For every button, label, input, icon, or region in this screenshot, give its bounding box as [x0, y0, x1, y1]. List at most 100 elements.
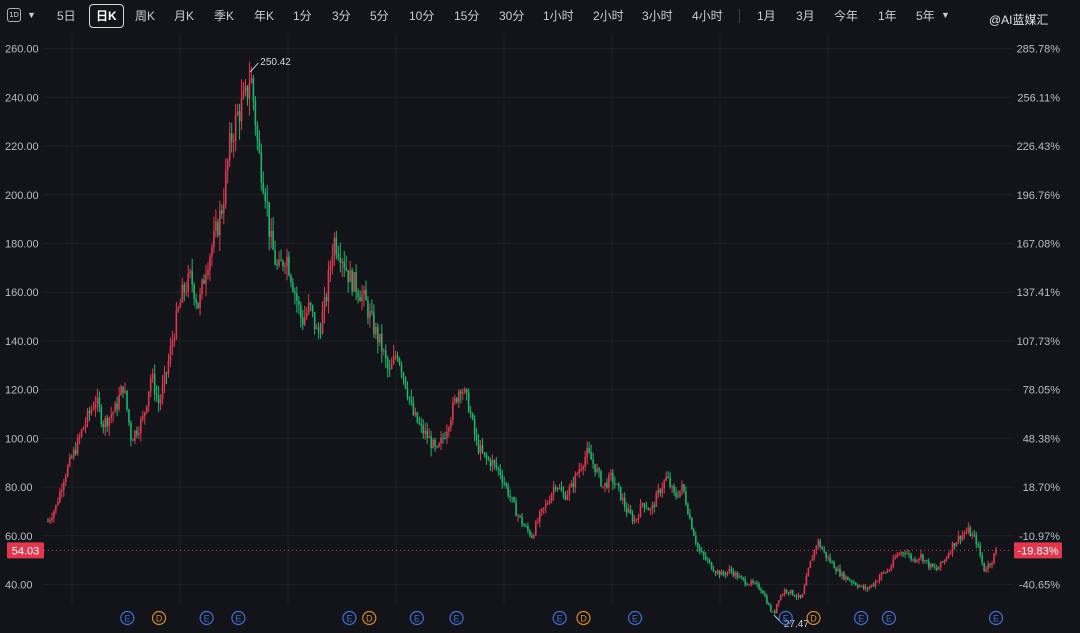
candle-body: [633, 520, 636, 522]
candle-body: [752, 580, 754, 583]
y-left-tick-label: 120.00: [5, 385, 39, 397]
earnings-marker[interactable]: E: [449, 610, 464, 626]
earnings-marker[interactable]: E: [120, 610, 135, 626]
earnings-marker[interactable]: E: [881, 610, 897, 626]
candle-body: [329, 265, 332, 271]
earnings-marker[interactable]: E: [342, 610, 357, 626]
y-left-tick-label: 180.00: [5, 238, 39, 250]
candle-body: [937, 567, 940, 570]
period-15min[interactable]: 15分: [454, 9, 480, 23]
earnings-marker[interactable]: E: [231, 610, 246, 626]
annotations: 250.42 27.47 54.03 -19.83%: [7, 57, 1062, 630]
candle-body: [236, 111, 239, 115]
candle-body: [653, 504, 656, 508]
candle-body: [112, 412, 114, 415]
candle-body: [84, 423, 87, 428]
range-ytd[interactable]: 今年: [834, 9, 859, 23]
period-quarterly-k[interactable]: 季K: [214, 9, 235, 23]
dividend-marker[interactable]: D: [806, 610, 821, 626]
range-5y[interactable]: 5年: [916, 9, 935, 23]
period-daily-k[interactable]: 日K: [89, 4, 124, 28]
period-yearly-k[interactable]: 年K: [254, 9, 275, 23]
candle-body: [748, 584, 750, 586]
candle-body: [159, 399, 162, 404]
period-1h[interactable]: 1小时: [543, 9, 574, 23]
candle-body: [916, 559, 918, 562]
candle-body: [957, 535, 960, 543]
period-2h[interactable]: 2小时: [593, 9, 624, 23]
candle-body: [254, 100, 257, 126]
max-price-label: 250.42: [260, 57, 291, 68]
period-4h[interactable]: 4小时: [692, 9, 723, 23]
period-monthly-k[interactable]: 月K: [174, 9, 195, 23]
candle-body: [635, 518, 638, 521]
candle-body: [922, 554, 924, 562]
range-1y[interactable]: 1年: [878, 9, 897, 23]
candle-body: [795, 596, 798, 598]
candle-body: [145, 405, 148, 413]
candle-body: [882, 572, 885, 574]
candle-body: [106, 418, 109, 427]
earnings-marker[interactable]: E: [199, 610, 214, 626]
candle-body: [971, 534, 974, 537]
period-weekly-k[interactable]: 周K: [135, 9, 156, 23]
candle-body: [110, 414, 112, 418]
candle-body: [947, 553, 950, 558]
range-chevron-down-icon[interactable]: ▼: [941, 10, 950, 20]
candle-body: [935, 567, 938, 570]
earnings-marker[interactable]: E: [627, 610, 643, 626]
range-3m[interactable]: 3月: [796, 9, 815, 23]
candle-body: [90, 409, 93, 414]
candle-body: [878, 577, 881, 582]
candle-body: [92, 408, 95, 410]
candle-body: [762, 590, 764, 594]
candle-body: [815, 546, 818, 550]
candle-body: [525, 526, 527, 528]
candle-body: [860, 585, 863, 587]
candle-body: [388, 368, 391, 370]
candle-body: [876, 581, 879, 583]
candle-body: [153, 373, 156, 395]
interval-chevron-down-icon[interactable]: ▼: [27, 10, 36, 20]
candle-body: [189, 271, 191, 274]
earnings-marker[interactable]: E: [409, 610, 424, 626]
y-right-tick-label: 48.38%: [1023, 433, 1061, 445]
period-1min[interactable]: 1分: [293, 9, 312, 23]
candle-body: [989, 563, 991, 565]
period-10min[interactable]: 10分: [409, 9, 435, 23]
candle-body: [987, 563, 989, 570]
period-5min[interactable]: 5分: [370, 9, 389, 23]
candle-body: [171, 341, 174, 347]
candle-body: [910, 554, 912, 560]
candle-body: [465, 389, 468, 393]
candle-body: [428, 436, 430, 438]
earnings-marker[interactable]: E: [988, 610, 1004, 626]
range-1m[interactable]: 1月: [757, 9, 776, 23]
candle-body: [772, 611, 774, 613]
earnings-marker[interactable]: E: [854, 610, 869, 626]
candle-body: [495, 462, 498, 468]
dividend-marker[interactable]: D: [362, 610, 377, 626]
y-right-tick-label: 78.05%: [1023, 385, 1061, 397]
candle-body: [513, 497, 515, 502]
earnings-marker[interactable]: E: [778, 610, 793, 626]
candle-body: [104, 418, 107, 428]
period-3min[interactable]: 3分: [332, 9, 351, 23]
candle-body: [353, 272, 355, 292]
marker-label: D: [580, 614, 587, 624]
period-3h[interactable]: 3小时: [642, 9, 673, 23]
candle-body: [341, 261, 344, 263]
dividend-marker[interactable]: D: [576, 610, 591, 626]
current-change-tag: [1014, 542, 1062, 559]
candle-body: [402, 373, 405, 378]
interval-icon[interactable]: 1D: [7, 8, 21, 22]
candle-body: [629, 509, 632, 514]
dividend-marker[interactable]: D: [151, 610, 167, 626]
candle-body: [351, 270, 353, 292]
candle-body: [128, 409, 130, 423]
period-30min[interactable]: 30分: [499, 9, 525, 23]
candle-body: [872, 584, 875, 586]
earnings-marker[interactable]: E: [552, 610, 567, 626]
period-5d[interactable]: 5日: [57, 9, 76, 23]
